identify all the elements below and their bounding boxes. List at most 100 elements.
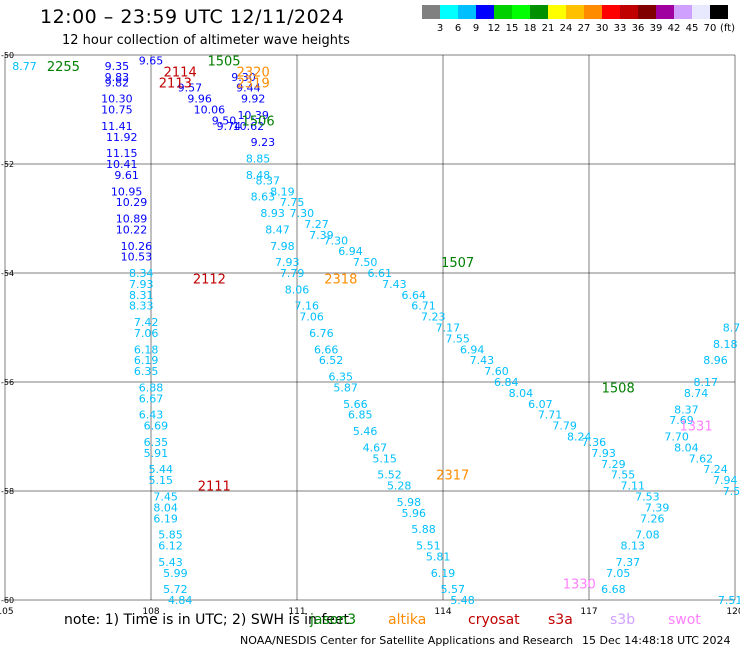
wave-height-value: 6.18: [134, 343, 159, 356]
wave-height-value: 7.17: [436, 322, 461, 335]
wave-height-value: 7.11: [621, 480, 646, 493]
wave-height-value: 7.39: [645, 501, 670, 514]
wave-height-value: 6.66: [314, 343, 339, 356]
wave-height-value: 9.96: [187, 93, 212, 106]
wave-height-value: 7.93: [591, 447, 616, 460]
wave-height-value: 5.51: [416, 540, 441, 553]
wave-height-value: 5.88: [411, 523, 436, 536]
satellite-legend-item: cryosat: [468, 612, 520, 628]
x-tick-label: 117: [580, 607, 597, 617]
color-swatch: [674, 5, 692, 19]
wave-height-value: 7.62: [689, 452, 714, 465]
wave-height-value: 7.55: [445, 332, 470, 345]
wave-height-value: 10.53: [121, 251, 153, 264]
wave-height-value: 7.51: [718, 594, 740, 607]
wave-height-value: 5.57: [440, 583, 465, 596]
color-swatch: [710, 5, 728, 19]
color-scale-label: 15: [505, 23, 519, 34]
wave-height-value: 10.39: [237, 109, 269, 122]
wave-height-value: 5.44: [148, 463, 173, 476]
wave-height-value: 6.19: [153, 512, 178, 525]
wave-height-value: 7.50: [353, 256, 378, 269]
x-tick-label: 120: [726, 607, 740, 617]
wave-height-value: 10.26: [121, 240, 153, 253]
wave-height-value: 7.16: [294, 300, 319, 313]
wave-height-value: 7.55: [611, 469, 636, 482]
color-swatch: [548, 5, 566, 19]
wave-height-value: 4.67: [363, 441, 388, 454]
wave-height-value: 7.24: [703, 463, 728, 476]
color-swatch: [602, 5, 620, 19]
footer-note: note: 1) Time is in UTC; 2) SWH is in fe…: [64, 612, 350, 628]
wave-height-value: 7.26: [640, 512, 665, 525]
wave-height-value: 6.67: [139, 392, 164, 405]
wave-height-value: 7.23: [421, 311, 446, 324]
wave-height-value: 8.04: [153, 501, 178, 514]
color-scale-label: 39: [649, 23, 663, 34]
wave-height-value: 5.43: [158, 556, 183, 569]
color-scale-label: 12: [487, 23, 501, 34]
color-scale-label: 3: [436, 23, 444, 34]
wave-height-value: 9.65: [139, 54, 164, 67]
wave-height-value: 6.94: [338, 245, 363, 258]
color-swatch: [584, 5, 602, 19]
wave-height-value: 5.66: [343, 398, 368, 411]
wave-height-value: 5.85: [158, 529, 183, 542]
wave-height-value: 6.84: [494, 376, 519, 389]
wave-height-value: 10.06: [194, 104, 226, 117]
wave-height-value: 7.06: [134, 327, 159, 340]
wave-height-value: 6.76: [309, 327, 334, 340]
color-scale-label: 27: [577, 23, 591, 34]
wave-height-value: 8.96: [703, 354, 728, 367]
wave-height-value: 8.34: [129, 267, 154, 280]
wave-height-value: 7.79: [552, 420, 577, 433]
y-tick-label: -52: [1, 160, 14, 169]
wave-height-value: 10.41: [106, 158, 138, 171]
wave-height-value: 8.76: [723, 322, 740, 335]
axis-ticks: 105 108 111 114 117 120 -50 -52 -54 -56 -58 -60: [0, 51, 740, 617]
wave-height-value: 9.30: [231, 71, 256, 84]
wave-height-value: 9.83: [105, 71, 130, 84]
wave-height-value: 8.31: [129, 289, 154, 302]
wave-height-value: 8.33: [129, 300, 154, 313]
wave-height-value: 7.93: [275, 256, 300, 269]
wave-height-value: 11.92: [106, 131, 138, 144]
color-scale-label: 45: [685, 23, 699, 34]
pass-time-label: 1330: [563, 578, 596, 593]
x-tick-label: 108: [142, 607, 159, 617]
wave-height-value: 8.37: [256, 174, 281, 187]
color-swatch: [638, 5, 656, 19]
wave-height-value: 10.95: [111, 185, 143, 198]
wave-height-value: 7.70: [664, 431, 689, 444]
wave-height-value: 7.93: [129, 278, 154, 291]
x-tick-label: 105: [0, 607, 14, 617]
wave-height-value: 7.29: [601, 458, 626, 471]
wave-height-value: 7.79: [280, 267, 305, 280]
wave-height-value: 7.56: [723, 485, 740, 498]
pass-time-label: 2111: [198, 480, 231, 495]
wave-height-value: 6.19: [431, 567, 456, 580]
map-grid: [4, 54, 736, 601]
wave-height-value: 10.22: [116, 223, 148, 236]
wave-height-value: 8.06: [285, 283, 310, 296]
wave-height-value: 5.52: [377, 469, 402, 482]
wave-height-value: 9.92: [241, 93, 266, 106]
wave-height-value: 5.46: [353, 425, 378, 438]
wave-height-value: 7.43: [382, 278, 407, 291]
x-tick-label: 114: [434, 607, 451, 617]
y-tick-label: -50: [1, 51, 14, 60]
pass-time-label: 2114: [164, 65, 197, 80]
wave-height-value: 7.71: [538, 409, 563, 422]
wave-height-value: 7.42: [134, 316, 159, 329]
wave-height-value: 5.99: [163, 567, 188, 580]
wave-height-value: 8.17: [694, 376, 719, 389]
credit-line: NOAA/NESDIS Center for Satellite Applica…: [240, 634, 574, 647]
wave-height-value: 6.35: [329, 371, 354, 384]
color-swatch: [566, 5, 584, 19]
wave-height-value: 7.39: [309, 229, 334, 242]
wave-height-value: 10.29: [116, 196, 148, 209]
color-swatch: [512, 5, 530, 19]
wave-height-value: 5.15: [148, 474, 173, 487]
wave-height-value: 10.75: [101, 104, 133, 117]
